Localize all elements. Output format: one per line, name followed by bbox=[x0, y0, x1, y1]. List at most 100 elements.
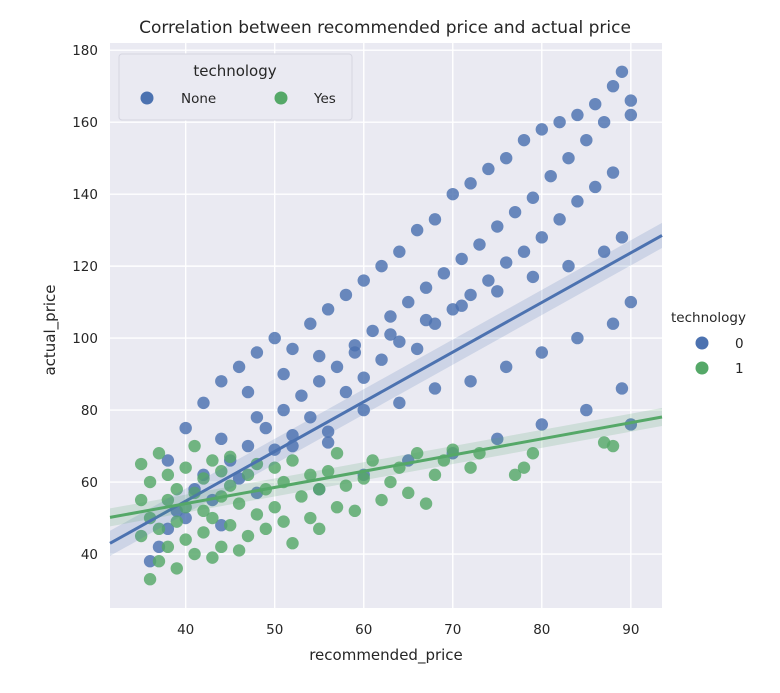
point-technology-0 bbox=[393, 335, 406, 348]
regression-lines bbox=[109, 222, 663, 556]
point-technology-1 bbox=[197, 504, 210, 518]
point-technology-1 bbox=[241, 468, 255, 482]
point-technology-0 bbox=[589, 97, 602, 111]
outer-legend-marker-1 bbox=[695, 361, 709, 375]
point-technology-0 bbox=[384, 328, 397, 341]
point-technology-0 bbox=[402, 295, 415, 309]
y-tick-label: 60 bbox=[81, 475, 98, 491]
point-technology-1 bbox=[143, 475, 157, 489]
point-technology-1 bbox=[508, 468, 522, 482]
y-tick-label: 40 bbox=[81, 547, 98, 563]
point-technology-1 bbox=[143, 573, 157, 586]
point-technology-0 bbox=[393, 396, 406, 410]
point-technology-1 bbox=[134, 529, 148, 543]
point-technology-0 bbox=[562, 151, 575, 165]
point-technology-0 bbox=[313, 375, 326, 388]
point-technology-1 bbox=[188, 439, 201, 453]
inner-legend-box bbox=[118, 53, 353, 121]
point-technology-0 bbox=[482, 162, 495, 176]
point-technology-0 bbox=[250, 411, 264, 424]
point-technology-0 bbox=[606, 79, 620, 93]
point-technology-1 bbox=[206, 511, 219, 525]
point-technology-0 bbox=[348, 339, 362, 352]
point-technology-0 bbox=[464, 177, 477, 190]
point-technology-1 bbox=[277, 515, 290, 528]
point-technology-0 bbox=[304, 411, 317, 424]
point-technology-1 bbox=[384, 475, 397, 489]
point-technology-0 bbox=[393, 245, 406, 258]
data-points bbox=[134, 65, 638, 586]
point-technology-1 bbox=[330, 447, 344, 460]
point-technology-0 bbox=[330, 360, 344, 374]
point-technology-0 bbox=[455, 299, 468, 312]
point-technology-0 bbox=[553, 213, 566, 226]
point-technology-0 bbox=[517, 245, 531, 258]
outer-legend-title: technology bbox=[671, 310, 746, 326]
point-technology-0 bbox=[615, 65, 629, 78]
point-technology-1 bbox=[161, 540, 175, 554]
y-axis-ticks: 40 60 80 100 120 140 160 180 bbox=[72, 43, 98, 563]
point-technology-0 bbox=[286, 342, 299, 356]
chart-title: Correlation between recommended price an… bbox=[139, 18, 631, 38]
y-axis-label: actual_price bbox=[41, 284, 60, 375]
point-technology-0 bbox=[339, 385, 353, 399]
point-technology-0 bbox=[580, 133, 593, 147]
point-technology-0 bbox=[526, 191, 540, 204]
point-technology-0 bbox=[526, 270, 540, 284]
point-technology-1 bbox=[286, 537, 299, 550]
point-technology-0 bbox=[499, 256, 513, 269]
point-technology-0 bbox=[410, 342, 424, 356]
inner-legend-label-none: None bbox=[181, 91, 216, 107]
point-technology-0 bbox=[464, 288, 477, 302]
point-technology-1 bbox=[161, 468, 175, 482]
point-technology-1 bbox=[250, 508, 264, 521]
point-technology-0 bbox=[143, 555, 157, 568]
point-technology-0 bbox=[615, 231, 629, 244]
point-technology-1 bbox=[188, 547, 201, 561]
point-technology-0 bbox=[589, 180, 602, 194]
y-tick-label: 100 bbox=[72, 331, 98, 347]
point-technology-1 bbox=[526, 447, 540, 460]
point-technology-0 bbox=[535, 346, 549, 359]
point-technology-1 bbox=[223, 479, 237, 492]
point-technology-1 bbox=[134, 493, 148, 507]
x-tick-label: 60 bbox=[355, 622, 372, 638]
point-technology-1 bbox=[304, 468, 317, 482]
point-technology-0 bbox=[321, 425, 335, 438]
point-technology-0 bbox=[482, 274, 495, 287]
point-technology-1 bbox=[170, 562, 183, 575]
x-tick-label: 70 bbox=[444, 622, 461, 638]
inner-legend-marker-none bbox=[140, 91, 154, 105]
point-technology-0 bbox=[419, 313, 433, 327]
point-technology-1 bbox=[259, 522, 273, 536]
point-technology-1 bbox=[419, 497, 433, 510]
point-technology-0 bbox=[473, 238, 486, 251]
x-tick-label: 90 bbox=[622, 622, 639, 638]
point-technology-1 bbox=[179, 461, 192, 474]
point-technology-0 bbox=[437, 267, 451, 280]
point-technology-0 bbox=[410, 223, 424, 237]
point-technology-1 bbox=[428, 468, 442, 482]
point-technology-1 bbox=[286, 454, 299, 467]
point-technology-0 bbox=[215, 375, 228, 388]
point-technology-0 bbox=[517, 133, 531, 147]
point-technology-0 bbox=[277, 403, 290, 417]
plot-background bbox=[110, 43, 662, 608]
y-tick-label: 120 bbox=[72, 259, 98, 275]
x-tick-label: 50 bbox=[266, 622, 283, 638]
point-technology-0 bbox=[215, 432, 228, 446]
point-technology-0 bbox=[313, 349, 326, 363]
regression-line-1 bbox=[109, 415, 663, 519]
point-technology-0 bbox=[375, 353, 388, 366]
point-technology-0 bbox=[321, 436, 335, 449]
inner-legend: technology None Yes bbox=[118, 53, 353, 121]
point-technology-0 bbox=[357, 371, 370, 384]
point-technology-0 bbox=[197, 396, 210, 410]
point-technology-0 bbox=[499, 360, 513, 374]
point-technology-0 bbox=[215, 519, 228, 532]
point-technology-1 bbox=[339, 479, 353, 492]
point-technology-0 bbox=[571, 331, 584, 345]
outer-legend-marker-0 bbox=[695, 336, 709, 350]
